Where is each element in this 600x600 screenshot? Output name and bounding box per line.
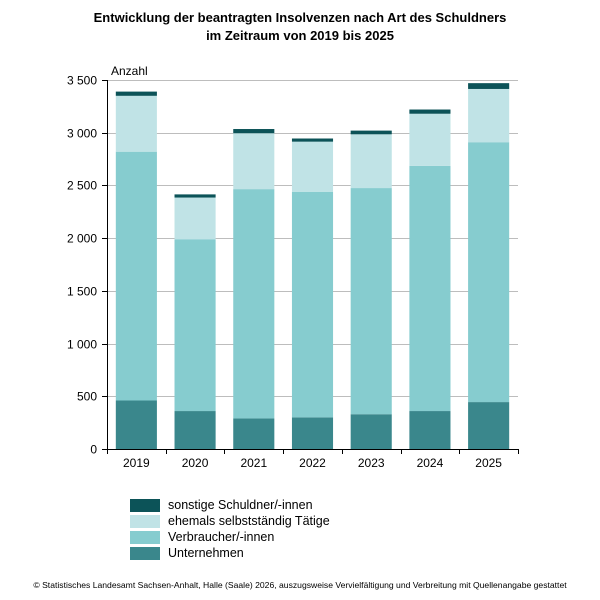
bar-segment-unternehmen-2021 (233, 418, 275, 449)
bar-segment-unternehmen-2019 (115, 400, 157, 449)
bar-segment-sonstige-schuldner-innen-2020 (174, 194, 216, 198)
legend-item: sonstige Schuldner/-innen (130, 497, 330, 513)
legend: sonstige Schuldner/-innen ehemals selbsts… (130, 497, 330, 561)
bar-segment-unternehmen-2023 (350, 414, 392, 449)
bar-segment-unternehmen-2022 (291, 417, 334, 449)
x-tick-label: 2023 (358, 456, 385, 470)
y-tick-label: 3 000 (67, 127, 97, 141)
bar-segment-verbraucher-innen-2022 (291, 191, 334, 418)
chart-title: Entwicklung der beantragten Insolvenzen … (0, 9, 600, 45)
axis-layer: 0 500 1 000 1 500 2 000 2 500 3 000 3 500 2019 20… (67, 74, 519, 470)
bar-segment-sonstige-schuldner-innen-2024 (409, 109, 451, 114)
x-tick-label: 2024 (417, 456, 444, 470)
y-tick-label: 500 (77, 390, 97, 404)
bar-segment-unternehmen-2020 (174, 411, 216, 449)
y-tick-label: 1 500 (67, 285, 97, 299)
bar-segment-verbraucher-innen-2025 (468, 142, 510, 403)
bar-segment-verbraucher-innen-2019 (115, 151, 157, 401)
legend-label: sonstige Schuldner/-innen (168, 498, 313, 512)
bar-segment-unternehmen-2024 (409, 411, 451, 449)
legend-item: Unternehmen (130, 545, 330, 561)
legend-item: Verbraucher/-innen (130, 529, 330, 545)
legend-swatch (130, 514, 160, 528)
copyright-footer: © Statistisches Landesamt Sachsen-Anhalt… (33, 580, 567, 590)
y-tick-label: 2 000 (67, 232, 97, 246)
bar-segment-unternehmen-2025 (468, 402, 510, 449)
legend-swatch (130, 498, 160, 512)
y-tick-label: 3 500 (67, 74, 97, 88)
x-tick-label: 2022 (299, 456, 326, 470)
legend-label: Verbraucher/-innen (168, 530, 275, 544)
legend-item: ehemals selbstständig Tätige (130, 513, 330, 529)
bar-segment-ehemals-selbstst-ndig-t-tige-2021 (233, 133, 275, 190)
x-tick-label: 2025 (475, 456, 502, 470)
bar-segment-ehemals-selbstst-ndig-t-tige-2022 (291, 141, 334, 192)
x-tick-label: 2019 (123, 456, 150, 470)
chart-title-line-1: Entwicklung der beantragten Insolvenzen … (93, 10, 507, 25)
bar-segment-ehemals-selbstst-ndig-t-tige-2020 (174, 197, 216, 240)
bar-layer (115, 83, 510, 449)
bar-segment-sonstige-schuldner-innen-2022 (291, 138, 334, 142)
x-tick-label: 2021 (240, 456, 267, 470)
x-tick-label: 2020 (182, 456, 209, 470)
bar-segment-ehemals-selbstst-ndig-t-tige-2023 (350, 134, 392, 189)
y-tick-label: 2 500 (67, 179, 97, 193)
legend-swatch (130, 530, 160, 544)
bar-segment-ehemals-selbstst-ndig-t-tige-2025 (468, 88, 510, 143)
bar-segment-verbraucher-innen-2024 (409, 165, 451, 412)
legend-label: ehemals selbstständig Tätige (168, 514, 330, 528)
legend-label: Unternehmen (168, 546, 244, 560)
bar-segment-sonstige-schuldner-innen-2025 (468, 83, 510, 89)
bar-segment-ehemals-selbstst-ndig-t-tige-2024 (409, 113, 451, 166)
y-axis-label: Anzahl (111, 64, 148, 78)
bar-segment-verbraucher-innen-2021 (233, 189, 275, 419)
y-tick-label: 1 000 (67, 338, 97, 352)
bar-segment-verbraucher-innen-2023 (350, 188, 392, 415)
legend-swatch (130, 546, 160, 560)
y-tick-label: 0 (90, 443, 97, 457)
bar-segment-ehemals-selbstst-ndig-t-tige-2019 (115, 95, 157, 152)
bar-segment-verbraucher-innen-2020 (174, 239, 216, 412)
chart-title-line-2: im Zeitraum von 2019 bis 2025 (206, 28, 394, 43)
bar-segment-sonstige-schuldner-innen-2023 (350, 130, 392, 135)
bar-segment-sonstige-schuldner-innen-2021 (233, 129, 275, 134)
bar-segment-sonstige-schuldner-innen-2019 (115, 91, 157, 96)
